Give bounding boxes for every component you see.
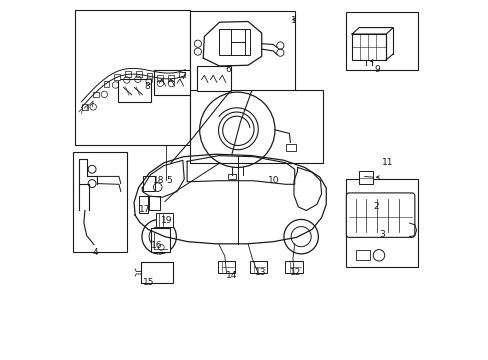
Bar	[190, 11, 294, 91]
Bar	[141, 262, 172, 283]
Text: 2: 2	[372, 202, 378, 211]
Bar	[197, 66, 230, 91]
Text: 18: 18	[153, 176, 164, 185]
Bar	[149, 196, 159, 211]
Text: 17: 17	[139, 205, 150, 214]
Bar	[125, 71, 131, 77]
Bar	[345, 12, 418, 69]
Bar	[150, 228, 170, 252]
Text: 6: 6	[225, 65, 231, 74]
Text: 10: 10	[267, 176, 279, 185]
Bar	[249, 261, 266, 273]
Bar	[118, 79, 151, 102]
Bar	[355, 249, 369, 260]
Bar	[103, 81, 109, 87]
Bar	[285, 144, 295, 151]
Text: 9: 9	[373, 65, 379, 74]
Bar	[179, 72, 184, 77]
Bar	[139, 196, 147, 213]
Bar	[190, 90, 323, 163]
Bar	[155, 213, 173, 227]
Bar	[73, 152, 126, 252]
Text: 3: 3	[378, 230, 384, 239]
Text: 5: 5	[166, 176, 172, 185]
Text: 4: 4	[92, 248, 98, 257]
Text: 11: 11	[381, 158, 392, 167]
Bar	[358, 171, 372, 184]
Text: 7: 7	[180, 72, 186, 81]
Bar	[93, 92, 99, 97]
Text: 8: 8	[144, 82, 149, 91]
Bar	[154, 69, 190, 95]
Text: 1: 1	[290, 16, 296, 25]
Bar	[114, 74, 120, 80]
Bar	[75, 10, 190, 145]
Bar	[143, 176, 155, 191]
Bar	[146, 73, 152, 78]
Bar	[157, 75, 163, 81]
Bar	[218, 261, 235, 273]
Bar	[345, 179, 418, 267]
Bar	[219, 30, 249, 55]
Bar	[285, 261, 302, 273]
Text: 13: 13	[254, 268, 265, 277]
Text: 16: 16	[150, 241, 162, 250]
FancyBboxPatch shape	[346, 193, 414, 237]
Text: 12: 12	[290, 268, 301, 277]
Text: 15: 15	[143, 278, 155, 287]
Text: 19: 19	[161, 216, 172, 225]
Bar	[82, 104, 88, 110]
Bar	[351, 34, 386, 60]
Text: 14: 14	[225, 270, 237, 279]
Bar	[136, 71, 142, 77]
Bar	[228, 174, 235, 179]
Bar	[168, 75, 174, 81]
